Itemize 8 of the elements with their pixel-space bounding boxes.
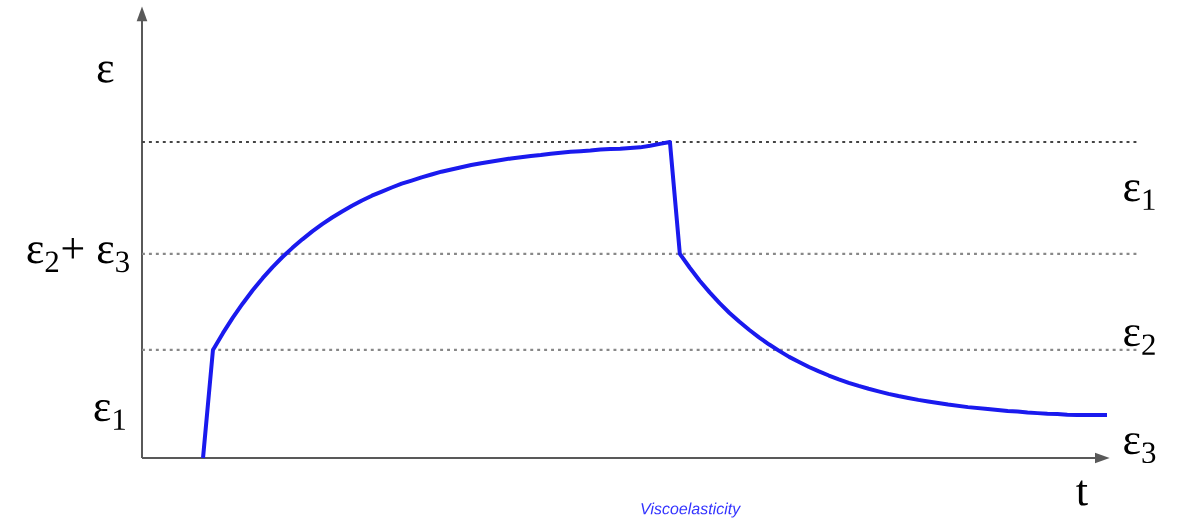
text: ε$_{1}$ <box>94 400 125 430</box>
text: ε$_{2}$+ ε$_{3}$ <box>27 238 129 273</box>
text: Viscoelasticity <box>641 502 742 518</box>
text: ε$_{3}$ <box>1124 433 1156 464</box>
y-axis-title: ε <box>97 61 114 83</box>
x-axis-title: t <box>1076 480 1088 506</box>
text: ε$_{2}$ <box>1124 325 1155 355</box>
text: ε$_{1}$ <box>1124 180 1155 210</box>
